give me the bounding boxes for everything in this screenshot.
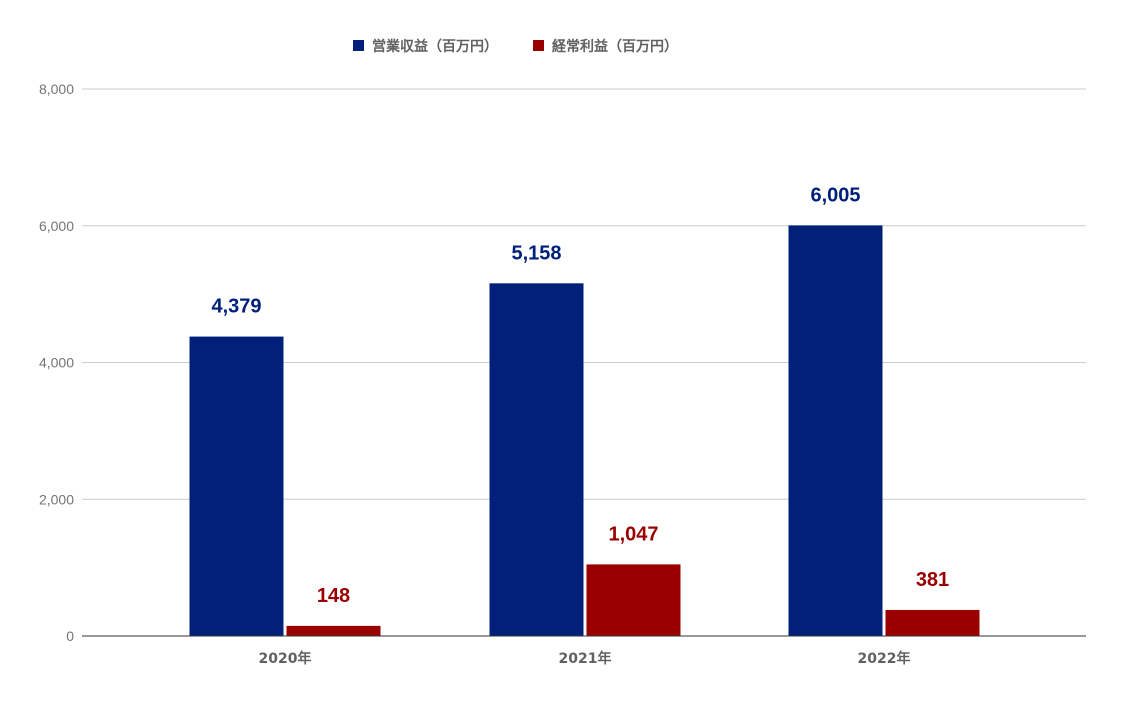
y-tick-label: 6,000	[39, 218, 74, 234]
data-label: 1,047	[608, 523, 658, 545]
y-tick-label: 4,000	[39, 355, 74, 371]
legend-swatch	[533, 40, 544, 51]
x-tick-label: 2021年	[559, 650, 612, 667]
data-label: 6,005	[810, 184, 860, 206]
legend-label: 経常利益（百万円）	[552, 38, 678, 55]
legend-label: 営業収益（百万円）	[372, 38, 498, 55]
legend-swatch	[353, 40, 364, 51]
bar-ordinary-profit	[885, 609, 980, 636]
bar-ordinary-profit	[286, 625, 381, 636]
data-label: 148	[317, 585, 350, 607]
data-label: 4,379	[211, 296, 261, 318]
bar-ordinary-profit	[586, 564, 681, 636]
x-tick-label: 2022年	[858, 650, 911, 667]
y-tick-label: 8,000	[39, 81, 74, 97]
legend: 営業収益（百万円） 経常利益（百万円）	[353, 38, 678, 55]
y-tick-label: 0	[66, 628, 74, 644]
x-axis: 2020年 2021年 2022年	[82, 635, 1086, 667]
bars	[189, 225, 980, 636]
y-tick-label: 2,000	[39, 491, 74, 507]
x-tick-label: 2020年	[259, 650, 312, 667]
bar-revenue	[489, 283, 584, 636]
bar-revenue	[189, 336, 284, 636]
y-axis: 0 2,000 4,000 6,000 8,000	[39, 81, 74, 644]
data-labels: 4,379 5,158 6,005 148 1,047 381	[211, 184, 949, 606]
bar-revenue	[788, 225, 883, 636]
data-label: 381	[916, 569, 949, 591]
data-label: 5,158	[511, 242, 561, 264]
